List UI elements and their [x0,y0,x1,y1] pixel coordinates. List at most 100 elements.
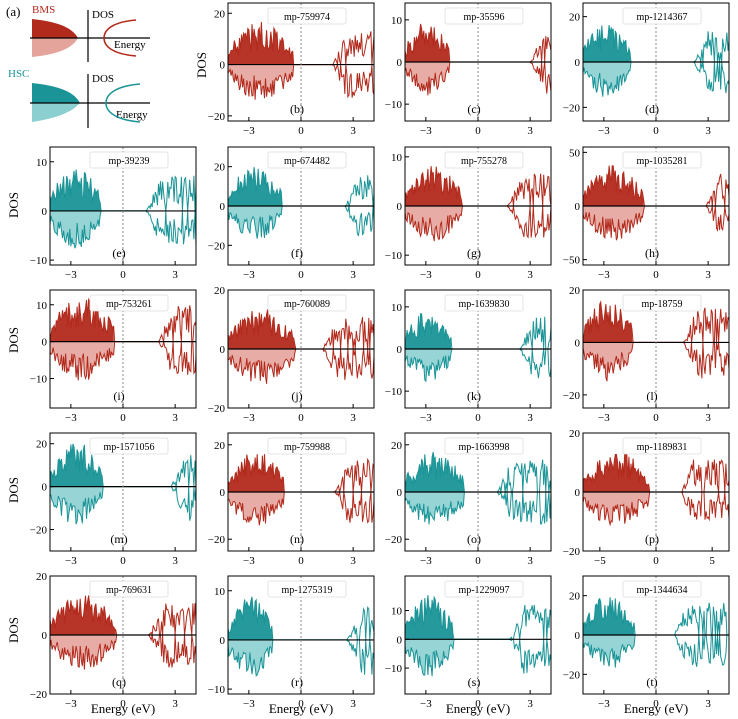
y-tick-label: 0 [42,630,48,642]
x-tick-label: 3 [350,412,356,424]
valence-fill-up [583,25,631,63]
panel-label: (l) [646,389,657,403]
dos-panel-mp-755278: −3 0 3 10 0 −10 mp-755278 (g) [385,146,552,281]
y-tick-label: 0 [220,635,226,647]
energy-axis-label: Energy (eV) [91,701,155,716]
material-id: mp-1344634 [636,585,687,596]
bms-valence-up [32,19,78,38]
y-tick-label: 0 [575,57,581,69]
valence-fill-down [50,486,103,525]
bms-energy-label: Energy [114,39,146,51]
y-tick-label: 0 [575,487,581,499]
x-tick-label: 3 [172,698,178,710]
material-id-box [622,151,702,169]
material-id-box [444,7,524,25]
x-tick-label: −3 [65,555,77,567]
x-tick-label: −3 [420,555,432,567]
panel-label: (d) [645,102,659,116]
valence-fill-up [50,169,101,211]
material-id-box [89,580,169,598]
dos-panel-mp-1189831: −5 0 5 20 0 −20 mp-1189831 (p) [563,428,730,567]
x-tick-label: −3 [420,698,432,710]
y-tick-label: −20 [208,403,226,415]
material-id-box [267,437,347,455]
x-tick-label: 0 [298,269,304,281]
material-id: mp-1275319 [281,585,332,596]
valence-fill-down [583,492,650,525]
material-id-box [267,580,347,598]
material-id-box [89,437,169,455]
dos-curves [228,166,374,239]
y-tick-label: 20 [36,439,48,451]
x-tick-label: 0 [475,698,481,710]
y-tick-label: −20 [563,669,581,681]
material-id-box [89,151,169,169]
material-id-box [622,294,702,312]
y-tick-label: −10 [385,99,403,111]
y-tick-label: 0 [220,201,226,213]
y-tick-label: −20 [208,240,226,252]
material-id: mp-755278 [461,156,507,167]
material-id: mp-35596 [463,12,504,23]
material-id: mp-759974 [284,12,330,23]
x-tick-label: 3 [527,269,533,281]
x-tick-label: −3 [598,125,610,137]
material-id-box [622,580,702,598]
material-id: mp-674482 [284,156,330,167]
panel-label: (n) [290,532,304,546]
valence-fill-up [405,595,453,640]
x-tick-label: 0 [653,125,659,137]
panel-label: (h) [645,246,659,260]
x-tick-label: 0 [653,412,659,424]
x-tick-label: −3 [598,269,610,281]
material-id: mp-1663998 [458,442,509,453]
x-tick-label: −3 [243,125,255,137]
y-tick-label: −50 [563,255,581,267]
y-tick-label: 10 [214,586,226,598]
dos-panel-mp-759988: −3 0 3 20 0 −20 mp-759988 (n) [208,432,375,567]
panel-label: (s) [468,675,481,689]
x-tick-label: 0 [298,125,304,137]
y-tick-label: 0 [575,337,581,349]
schematic-panel-label: (a) [6,4,20,19]
dos-panel-mp-769631: −3 0 3 20 0 −20 mp-769631 (q) [30,571,197,710]
y-tick-label: 20 [214,8,226,20]
x-tick-label: 0 [475,555,481,567]
bms-label: BMS [32,4,55,16]
y-tick-label: 10 [391,302,403,314]
x-tick-label: 0 [120,269,126,281]
dos-curves [50,443,196,525]
valence-fill-down [405,206,463,242]
valence-fill-up [583,597,635,635]
valence-fill-down [583,635,635,668]
x-tick-label: 0 [120,555,126,567]
dos-panel-mp-1639830: −3 0 3 10 0 −10 mp-1639830 (k) [385,289,552,424]
y-tick-label: −10 [385,663,403,675]
x-tick-label: 0 [653,698,659,710]
x-tick-label: 3 [350,555,356,567]
valence-fill-down [583,62,631,97]
valence-fill-up [583,165,644,206]
axis-labels: DOS DOS DOS DOS DOS Energy (eV) Energy (eV) Ene… [6,52,688,716]
y-tick-label: 20 [569,591,581,603]
x-tick-label: 3 [705,269,711,281]
y-tick-label: 20 [36,571,48,583]
hsc-energy-label: Energy [116,109,148,121]
material-id-box [267,151,347,169]
x-tick-label: 3 [172,412,178,424]
y-tick-label: 0 [397,344,403,356]
dos-panel-mp-39239: −3 0 3 10 0 −10 mp-39239 (e) [30,146,197,281]
y-tick-label: 20 [214,162,226,174]
y-tick-label: 0 [42,337,48,349]
y-tick-label: −20 [563,102,581,114]
bms-conduction-curve [103,19,137,57]
dos-panel-mp-753261: −3 0 3 10 0 −10 mp-753261 (i) [30,289,197,424]
dos-curves [583,300,729,382]
y-tick-label: 10 [36,157,48,169]
material-id-box [267,7,347,25]
x-tick-label: −3 [243,269,255,281]
x-tick-label: 3 [527,412,533,424]
valence-fill-down [405,492,465,525]
material-id: mp-1189831 [637,442,688,453]
